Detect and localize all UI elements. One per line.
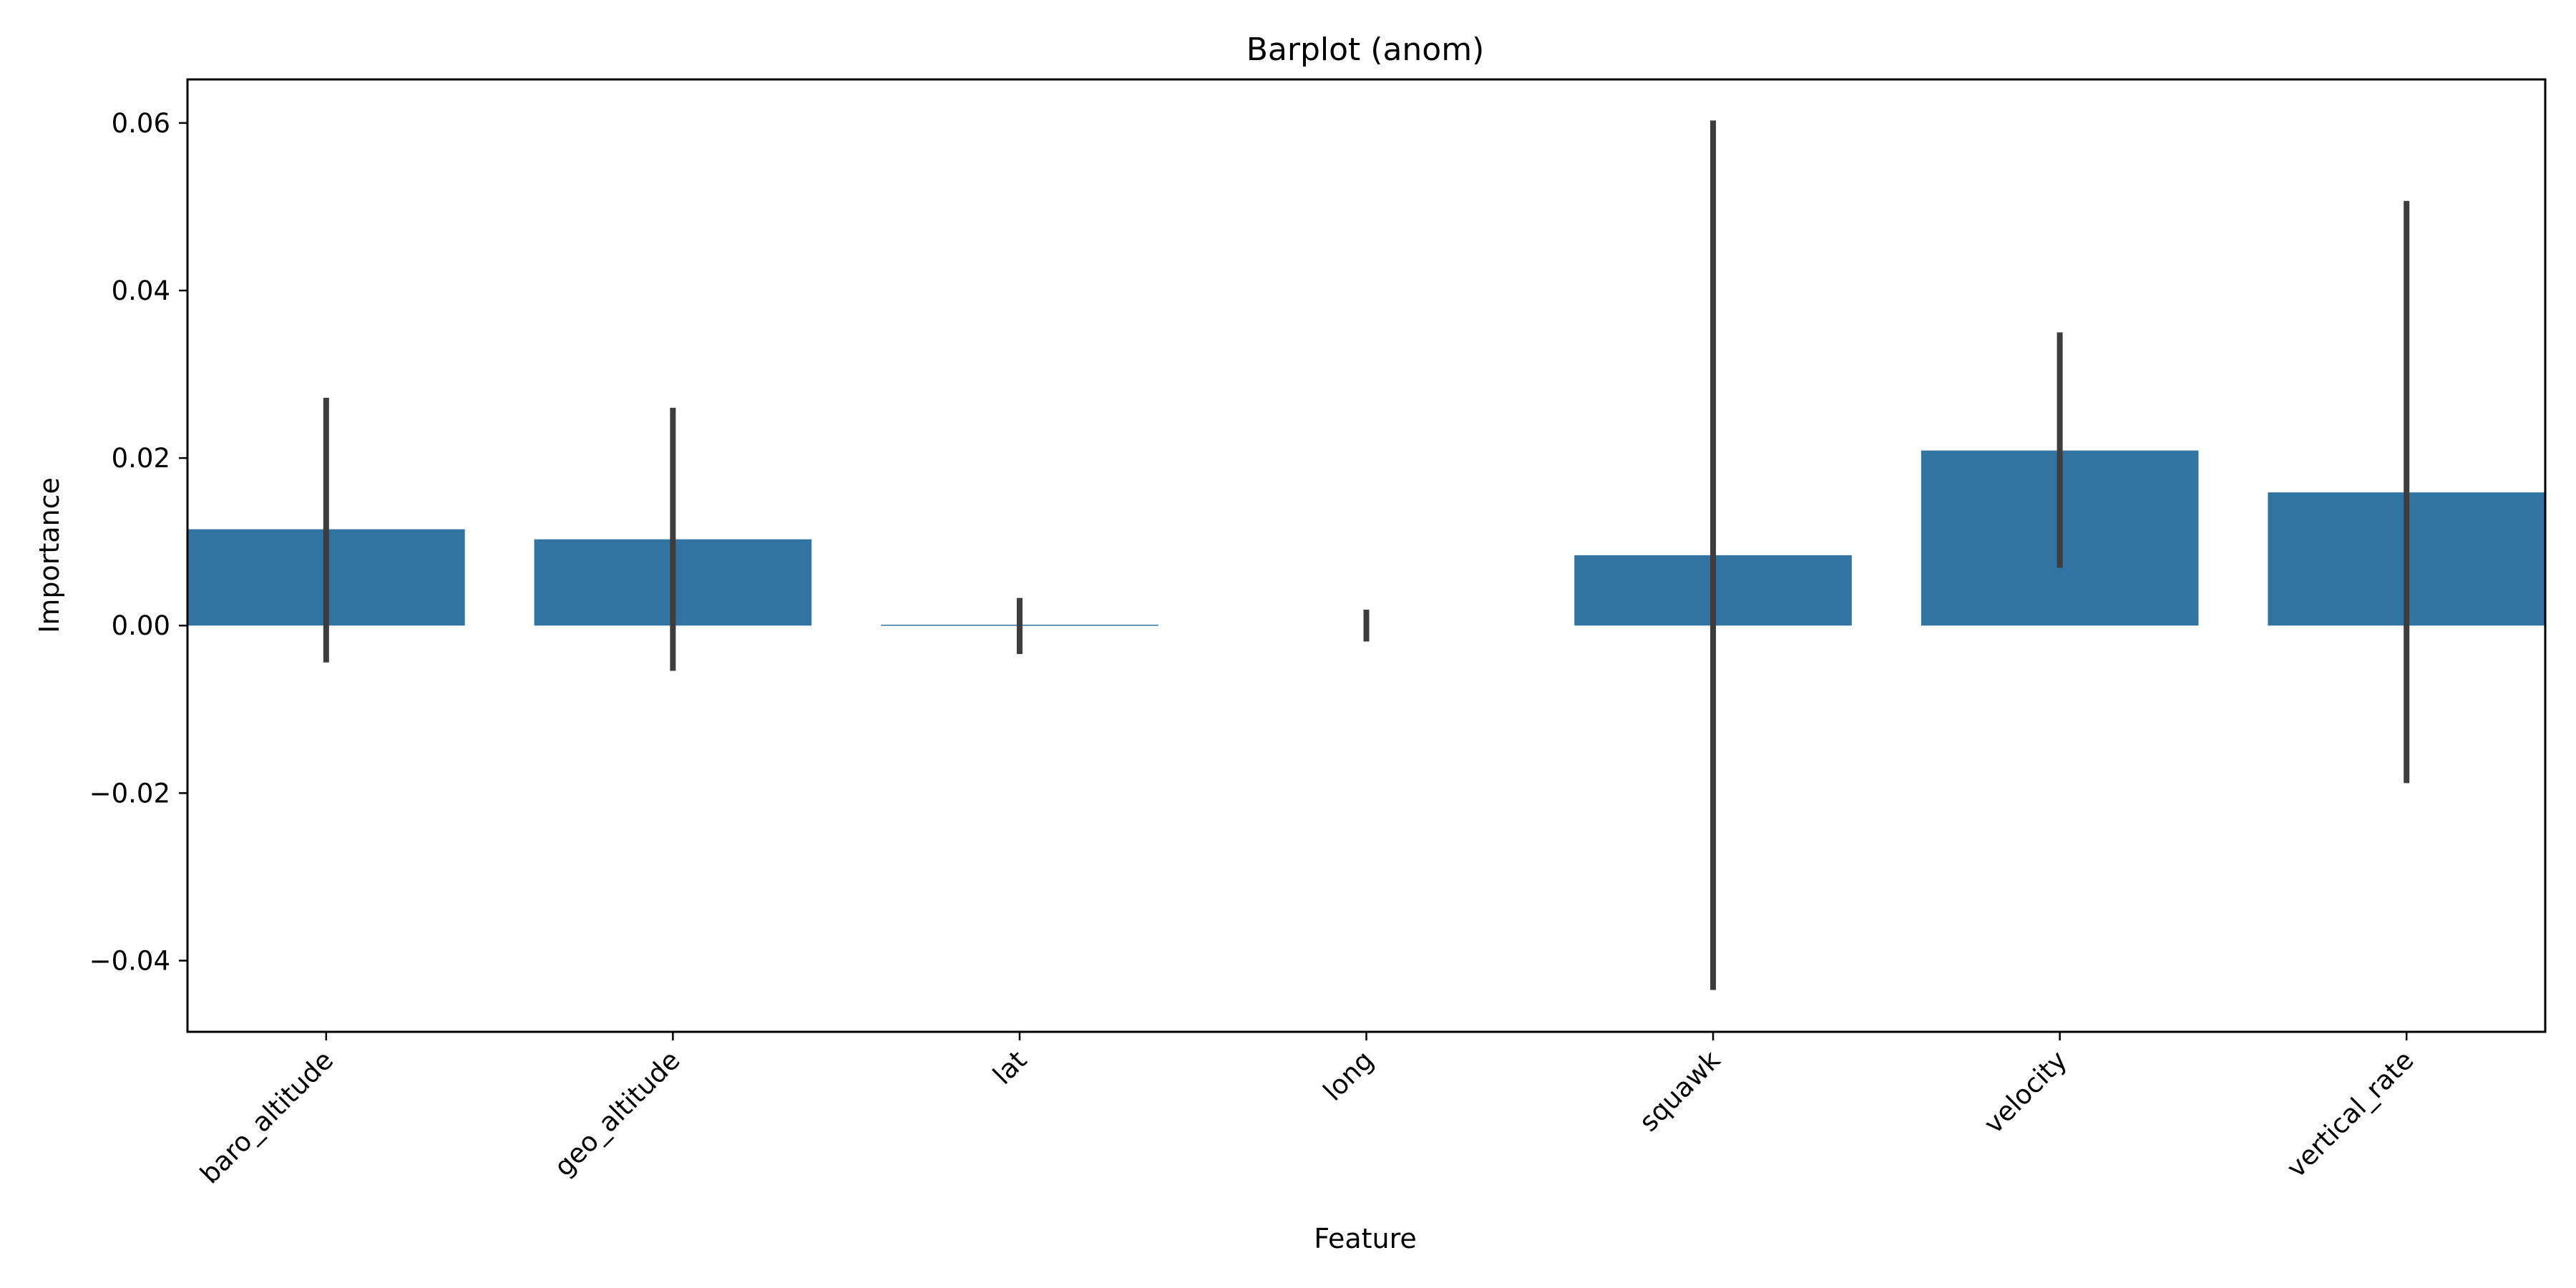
x-tick-label: geo_altitude: [548, 1045, 686, 1183]
y-tick-label: 0.06: [112, 108, 170, 139]
y-tick-label: −0.04: [89, 945, 170, 976]
y-tick-label: 0.02: [112, 443, 170, 474]
chart-title: Barplot (anom): [1246, 31, 1485, 68]
bars-layer: [187, 450, 2545, 626]
x-tick-label: long: [1317, 1045, 1380, 1107]
x-axis-label: Feature: [1314, 1223, 1417, 1254]
y-tick-label: −0.02: [89, 778, 170, 809]
y-axis-label: Importance: [34, 477, 65, 633]
x-axis: baro_altitude geo_altitude lat long squawk ve…: [194, 1032, 2420, 1190]
x-tick-label: vertical_rate: [2280, 1045, 2419, 1184]
x-tick-label: squawk: [1634, 1045, 1727, 1138]
x-tick-label: velocity: [1978, 1045, 2073, 1140]
y-axis: −0.04 −0.02 0.00 0.02 0.04 0.06: [89, 108, 187, 976]
x-tick-label: baro_altitude: [194, 1045, 339, 1190]
y-tick-label: 0.04: [112, 275, 170, 306]
x-tick-label: lat: [987, 1045, 1033, 1091]
errorbars-layer: [323, 120, 2410, 990]
y-tick-label: 0.00: [112, 610, 170, 641]
